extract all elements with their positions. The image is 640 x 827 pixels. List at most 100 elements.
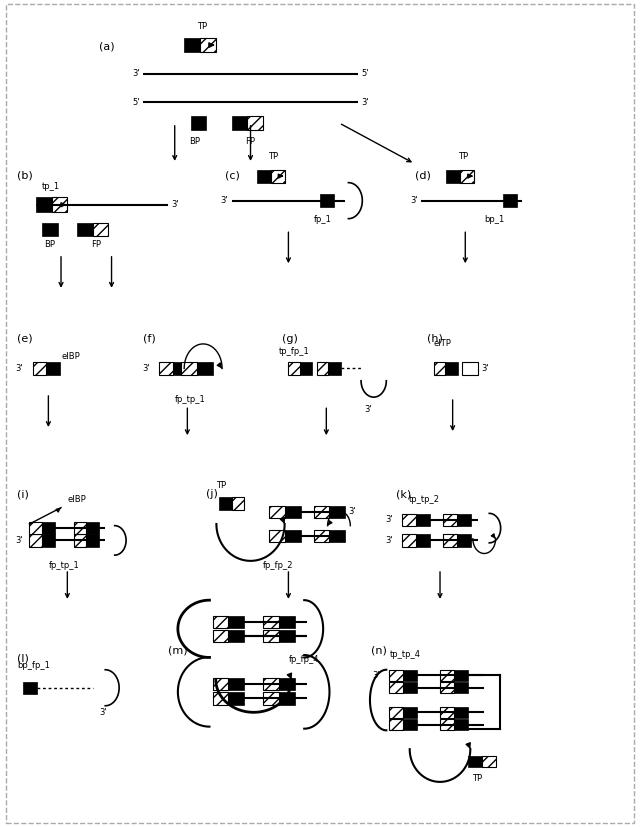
Text: (e): (e) [17,334,33,344]
Bar [285,530,301,543]
Text: eIBP: eIBP [67,495,86,504]
Bar [289,362,300,375]
Bar [257,170,271,183]
Bar [263,677,279,690]
Text: tp_fp_1: tp_fp_1 [279,347,310,356]
Bar [317,362,328,375]
Text: tp_tp_2: tp_tp_2 [408,495,440,504]
Bar [29,522,42,534]
Bar [263,616,279,629]
Bar [74,534,86,547]
Bar [263,630,279,643]
Bar [434,362,445,375]
Bar [279,630,295,643]
Text: bp_1: bp_1 [484,215,504,224]
Bar [212,677,228,690]
Bar [403,719,417,730]
Text: (l): (l) [17,653,29,663]
Bar [263,692,279,705]
Bar [269,530,285,543]
Bar [390,670,403,681]
Bar [403,670,417,681]
Text: 3': 3' [361,98,369,107]
Text: TP: TP [458,152,468,161]
Bar [320,194,334,208]
Bar [271,170,285,183]
Bar [42,222,58,236]
Text: fp_fp_4: fp_fp_4 [289,655,319,664]
Bar [33,362,47,375]
Text: BP: BP [189,136,200,146]
Bar [212,616,228,629]
Bar [328,362,341,375]
Text: (h): (h) [428,334,444,344]
Text: 3': 3' [364,405,372,414]
Text: 3': 3' [385,536,393,545]
Bar [446,170,460,183]
Bar [36,198,52,212]
Text: 3': 3' [172,200,179,209]
Text: fp_tp_1: fp_tp_1 [175,394,205,404]
Bar [181,362,197,375]
Bar [228,692,244,705]
Bar [445,362,458,375]
Bar [285,505,301,518]
Bar [390,707,403,718]
Text: 3': 3' [221,196,228,205]
Bar [483,756,496,767]
Text: (i): (i) [17,490,29,500]
Bar [443,534,457,547]
Text: 3': 3' [372,671,380,680]
Text: tp_1: tp_1 [42,182,60,191]
Bar [184,38,200,52]
Text: 3': 3' [142,364,150,373]
Bar [416,514,430,526]
Bar [173,362,187,375]
Bar [457,514,471,526]
Text: (n): (n) [371,645,387,655]
Bar [228,616,244,629]
Bar [416,534,430,547]
Bar [402,534,416,547]
Text: (m): (m) [168,645,188,655]
Bar [247,116,263,130]
Bar [279,677,295,690]
Bar [93,222,108,236]
Text: TP: TP [268,152,278,161]
Bar [42,522,54,534]
Bar [457,534,471,547]
Bar [212,630,228,643]
Bar [219,497,232,509]
Bar [279,616,295,629]
Bar [232,497,244,509]
Bar [503,194,517,208]
Text: 3': 3' [289,694,296,703]
Text: fp_fp_2: fp_fp_2 [263,561,294,570]
Bar [454,707,468,718]
Bar [86,522,99,534]
Bar [402,514,416,526]
Bar [29,534,42,547]
Text: 3': 3' [15,536,23,545]
Text: 5': 5' [361,69,369,79]
Bar [228,630,244,643]
Bar [300,362,312,375]
Text: 3': 3' [481,364,489,373]
Text: (d): (d) [415,170,431,180]
Bar [42,534,54,547]
Text: fp_1: fp_1 [314,215,332,224]
Bar [279,692,295,705]
Bar [23,681,37,694]
Bar [330,505,345,518]
Text: TP: TP [216,480,226,490]
Text: 3': 3' [385,515,393,524]
Bar [191,116,206,130]
Text: (b): (b) [17,170,33,180]
Bar [390,682,403,693]
Text: 3': 3' [410,196,418,205]
Bar [269,505,285,518]
Bar [197,362,212,375]
Bar [314,505,330,518]
Text: TP: TP [197,22,207,31]
Bar [460,170,474,183]
